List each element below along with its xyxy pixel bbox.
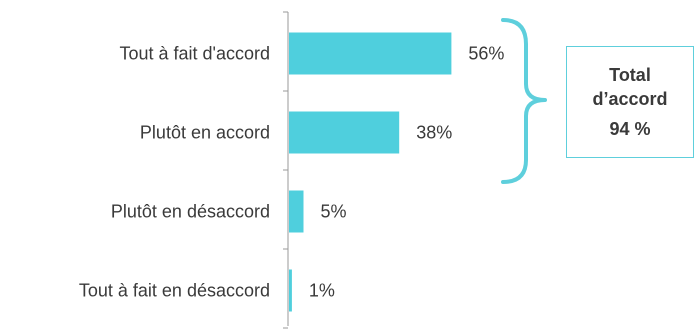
category-label: Plutôt en accord <box>140 123 270 143</box>
category-label: Plutôt en désaccord <box>111 202 270 222</box>
category-labels: Tout à fait d'accord Plutôt en accord Plut… <box>79 44 270 301</box>
total-percentage: 94 % <box>609 119 651 139</box>
category-label: Tout à fait d'accord <box>119 44 270 64</box>
bars-group <box>289 32 452 312</box>
value-label: 38% <box>416 123 452 143</box>
bar <box>289 111 400 154</box>
value-labels: 56% 38% 5% 1% <box>309 44 505 301</box>
value-label: 5% <box>321 202 347 222</box>
bar <box>289 32 452 75</box>
total-subtitle: d’accord <box>592 89 668 109</box>
bar <box>289 269 292 312</box>
total-agreement-box: Total d’accord 94 % <box>566 46 694 158</box>
y-axis-ticks <box>283 11 288 329</box>
brace-icon <box>501 18 547 184</box>
bar <box>289 190 304 233</box>
value-label: 56% <box>468 44 504 64</box>
category-label: Tout à fait en désaccord <box>79 281 270 301</box>
value-label: 1% <box>309 281 335 301</box>
total-label: Total <box>609 65 651 85</box>
